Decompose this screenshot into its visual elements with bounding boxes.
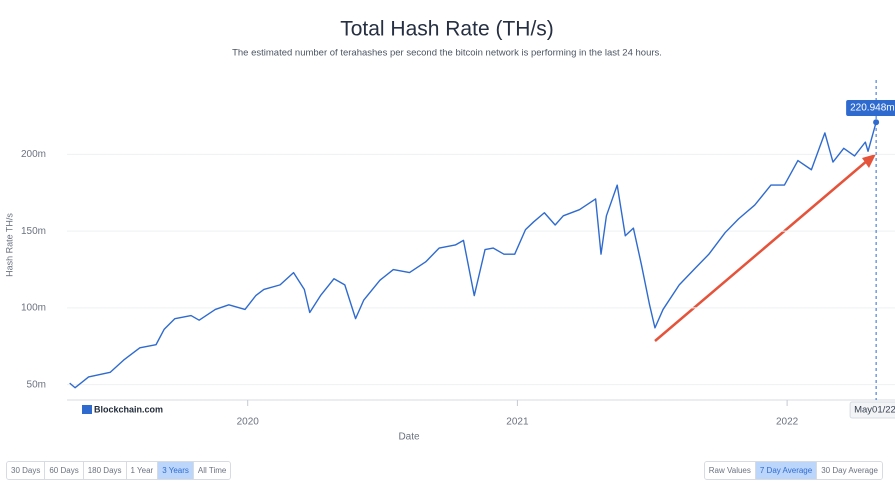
hover-date-box [849, 401, 895, 419]
y-tick-label: 150m [21, 226, 46, 237]
line [69, 122, 877, 389]
y-tick-label: 50m [27, 379, 46, 390]
x-tick-label: 2020 [237, 417, 260, 428]
x-axis-label: Date [398, 432, 420, 443]
toggle-button[interactable]: 180 Days [83, 462, 127, 479]
y-tick-label: 100m [21, 303, 46, 314]
logo: Blockchain.com [94, 404, 163, 414]
x-tick-label: 2022 [776, 417, 799, 428]
hover-date: May01/22 [854, 405, 895, 416]
hover-value: 220.948m [850, 103, 894, 114]
toggle-button[interactable]: Raw Values [704, 462, 756, 479]
hover-point [873, 119, 880, 126]
chart-title: Total Hash Rate (TH/s) [340, 18, 554, 41]
average-buttons: Raw Values 7 Day Average 30 Day Average [703, 461, 883, 480]
toggle-button[interactable]: All Time [193, 462, 231, 479]
toggle-button[interactable]: 30 Days [7, 462, 46, 479]
arrow-head [862, 154, 876, 168]
hover-value-box [846, 100, 895, 116]
toggle-button[interactable]: 1 Year [126, 462, 159, 479]
y-tick-label: 200m [21, 149, 46, 160]
toggle-button[interactable]: 3 Years [158, 462, 194, 479]
range-buttons: 30 Days 60 Days 180 Days 1 Year 3 Years All T… [6, 461, 232, 480]
y-axis-label: Hash Rate TH/s [4, 213, 14, 277]
annotation-arrow [654, 159, 869, 342]
toggle-button[interactable]: 60 Days [45, 462, 84, 479]
chart-subtitle: The estimated number of terahashes per s… [232, 48, 662, 59]
x-tick-label: 2021 [506, 417, 529, 428]
toggle-button[interactable]: 30 Day Average [817, 462, 882, 479]
toggle-button[interactable]: 7 Day Average [755, 462, 818, 479]
logo-icon [82, 405, 92, 414]
